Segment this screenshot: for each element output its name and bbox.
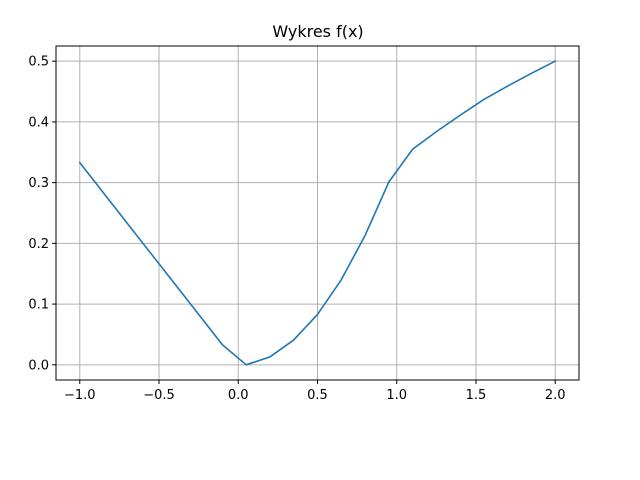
series-layer (78, 60, 557, 366)
y-tick-label: 0.2 (28, 237, 49, 252)
x-tick-label: 0.0 (228, 388, 249, 403)
y-tick-label: 0.3 (28, 176, 49, 191)
chart-title: Wykres f(x) (272, 22, 363, 41)
y-tick-label: 0.4 (28, 115, 49, 130)
series-line (78, 60, 557, 366)
x-tick-label: 1.5 (466, 388, 487, 403)
y-tick-label: 0.0 (28, 358, 49, 373)
x-tick-label: 0.5 (307, 388, 328, 403)
x-tick-label: −0.5 (143, 388, 175, 403)
x-tick-label: −1.0 (64, 388, 96, 403)
x-tick-label: 1.0 (386, 388, 407, 403)
grid (56, 46, 579, 380)
y-tick-label: 0.1 (28, 298, 49, 313)
axis-ticks: −1.0 −0.5 0.0 0.5 1.0 1.5 2.0 0.0 0.1 0.2 0.3 0.4 0.… (28, 55, 565, 403)
y-tick-label: 0.5 (28, 55, 49, 70)
x-tick-label: 2.0 (545, 388, 566, 403)
